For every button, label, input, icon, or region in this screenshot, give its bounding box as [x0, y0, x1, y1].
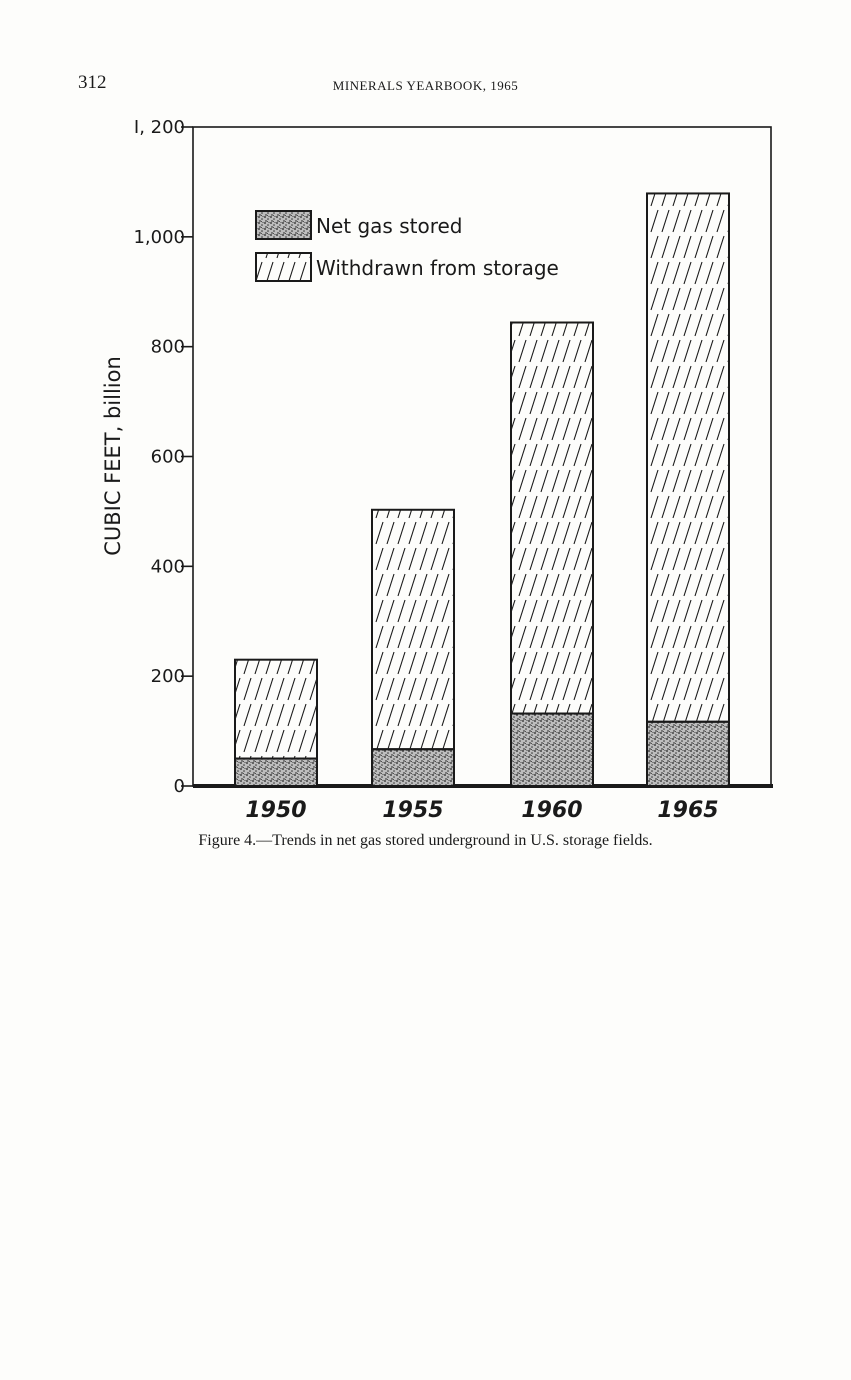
- bar-chart: 0 200 400 600 800 1,000 I, 200 CUBIC FEET, bill…: [101, 117, 773, 823]
- y-tick-label: I, 200: [134, 117, 185, 138]
- bar-withdrawn-from-storage: [371, 508, 455, 751]
- y-tick-label: 1,000: [133, 227, 185, 248]
- bar-withdrawn-from-storage: [646, 192, 730, 723]
- y-tick-label: 800: [151, 337, 185, 358]
- figure-caption: Figure 4.—Trends in net gas stored under…: [198, 832, 653, 849]
- x-tick-label: 1955: [382, 798, 443, 823]
- x-tick-label: 1960: [521, 798, 582, 823]
- legend-label: Net gas stored: [316, 214, 462, 238]
- x-tick-label: 1950: [245, 798, 306, 823]
- legend-label: Withdrawn from storage: [316, 256, 559, 280]
- bar-net-gas-stored: [234, 757, 318, 788]
- bar-net-gas-stored: [646, 720, 730, 787]
- y-tick-label: 0: [174, 776, 185, 797]
- running-head: MINERALS YEARBOOK, 1965: [332, 78, 519, 93]
- x-tick-label: 1965: [657, 798, 718, 823]
- y-tick-label: 200: [151, 666, 185, 687]
- bar-withdrawn-from-storage: [234, 658, 318, 760]
- legend-swatch-withdrawn-from-storage: [255, 252, 312, 282]
- bar-net-gas-stored: [510, 712, 594, 788]
- bar-withdrawn-from-storage: [510, 321, 594, 715]
- page-number: 312: [78, 72, 107, 93]
- legend-swatch-net-gas-stored: [255, 210, 312, 240]
- bar-net-gas-stored: [371, 748, 455, 787]
- y-axis-title: CUBIC FEET, billion: [101, 356, 125, 556]
- y-tick-label: 400: [151, 556, 185, 577]
- y-tick-label: 600: [151, 447, 185, 468]
